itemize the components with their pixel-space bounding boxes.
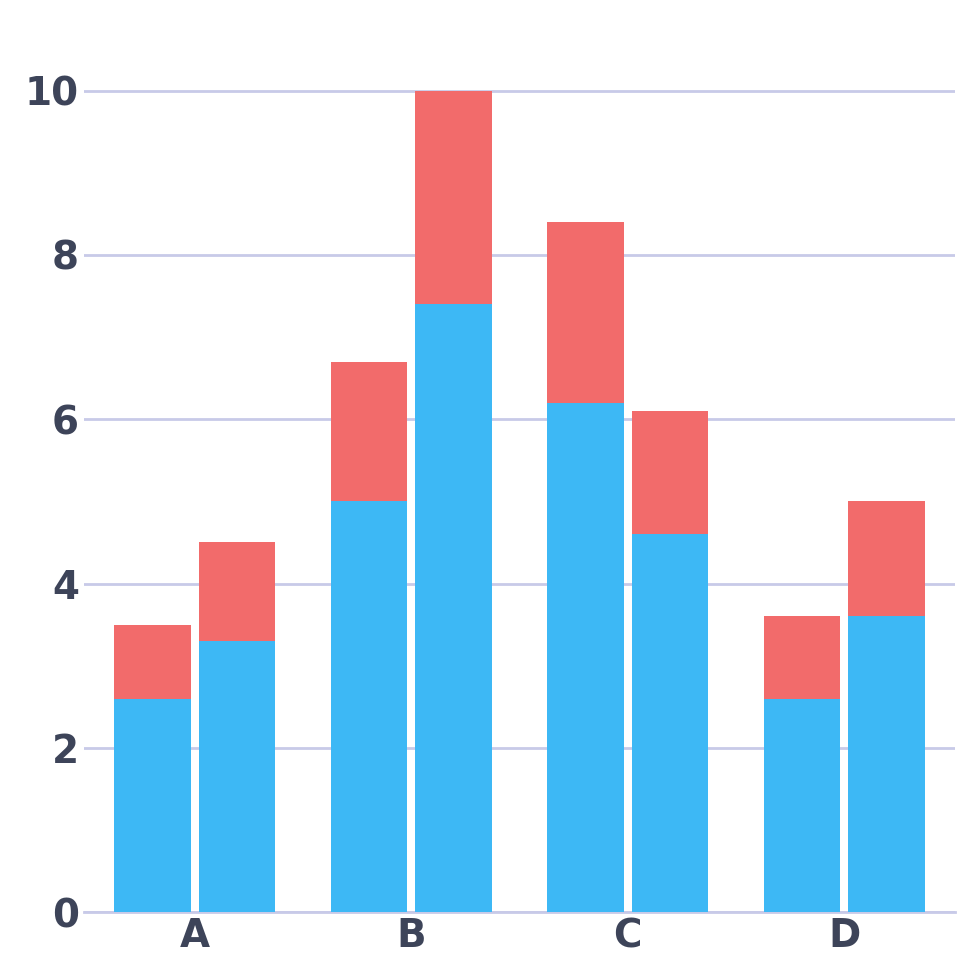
Bar	[115, 624, 191, 699]
Bar	[416, 304, 492, 912]
Bar	[764, 699, 840, 912]
Bar	[416, 91, 492, 304]
Bar	[632, 534, 708, 912]
Bar	[548, 222, 623, 403]
Bar	[115, 699, 191, 912]
Bar	[331, 362, 407, 502]
Bar	[331, 502, 407, 912]
Bar	[548, 403, 623, 912]
Bar	[632, 411, 708, 534]
Bar	[849, 502, 924, 616]
Bar	[199, 641, 275, 912]
Bar	[764, 616, 840, 699]
Bar	[849, 616, 924, 912]
Bar	[199, 543, 275, 641]
